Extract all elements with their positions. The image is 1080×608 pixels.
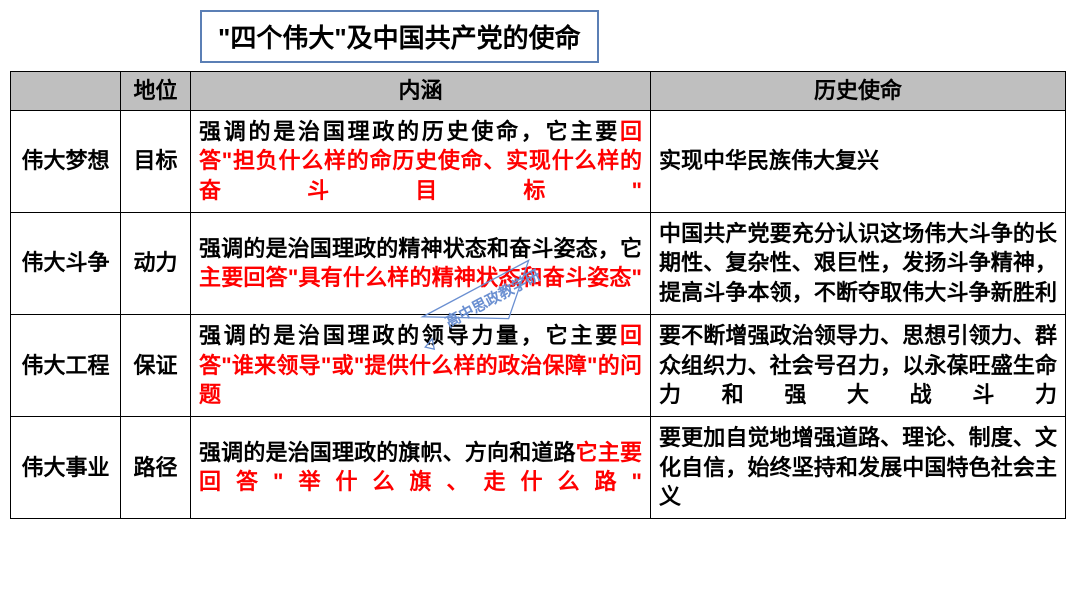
- row-mission: 要更加自觉地增强道路、理论、制度、文化自信，始终坚持和发展中国特色社会主义: [651, 416, 1066, 518]
- row-position: 动力: [121, 212, 191, 314]
- row-name: 伟大工程: [11, 314, 121, 416]
- row-content: 强调的是治国理政的旗帜、方向和道路它主要回答"举什么旗、走什么路": [191, 416, 651, 518]
- content-black: 强调的是治国理政的旗帜、方向和道路: [199, 440, 576, 465]
- row-name: 伟大事业: [11, 416, 121, 518]
- content-table: 地位 内涵 历史使命 伟大梦想 目标 强调的是治国理政的历史使命，它主要回答"担…: [10, 71, 1066, 519]
- header-position: 地位: [121, 72, 191, 111]
- header-empty: [11, 72, 121, 111]
- row-name: 伟大梦想: [11, 110, 121, 212]
- table-row: 伟大工程 保证 强调的是治国理政的领导力量，它主要回答"谁来领导"或"提供什么样…: [11, 314, 1066, 416]
- content-black: 强调的是治国理政的领导力量，它主要: [199, 323, 620, 348]
- row-name: 伟大斗争: [11, 212, 121, 314]
- page-title: "四个伟大"及中国共产党的使命: [200, 10, 599, 63]
- row-position: 路径: [121, 416, 191, 518]
- row-content: 强调的是治国理政的精神状态和奋斗姿态，它主要回答"具有什么样的精神状态和奋斗姿态…: [191, 212, 651, 314]
- content-black: 强调的是治国理政的精神状态和奋斗姿态，它: [199, 236, 642, 261]
- header-content: 内涵: [191, 72, 651, 111]
- header-row: 地位 内涵 历史使命: [11, 72, 1066, 111]
- header-mission: 历史使命: [651, 72, 1066, 111]
- row-content: 强调的是治国理政的历史使命，它主要回答"担负什么样的命历史使命、实现什么样的奋斗…: [191, 110, 651, 212]
- content-red: 主要回答"具有什么样的精神状态和奋斗姿态": [199, 265, 642, 290]
- table-row: 伟大斗争 动力 强调的是治国理政的精神状态和奋斗姿态，它主要回答"具有什么样的精…: [11, 212, 1066, 314]
- row-mission: 要不断增强政治领导力、思想引领力、群众组织力、社会号召力，以永葆旺盛生命力和强大…: [651, 314, 1066, 416]
- row-position: 目标: [121, 110, 191, 212]
- table-row: 伟大梦想 目标 强调的是治国理政的历史使命，它主要回答"担负什么样的命历史使命、…: [11, 110, 1066, 212]
- row-position: 保证: [121, 314, 191, 416]
- content-black: 强调的是治国理政的历史使命，它主要: [199, 119, 620, 144]
- row-content: 强调的是治国理政的领导力量，它主要回答"谁来领导"或"提供什么样的政治保障"的问…: [191, 314, 651, 416]
- row-mission: 实现中华民族伟大复兴: [651, 110, 1066, 212]
- table-row: 伟大事业 路径 强调的是治国理政的旗帜、方向和道路它主要回答"举什么旗、走什么路…: [11, 416, 1066, 518]
- row-mission: 中国共产党要充分认识这场伟大斗争的长期性、复杂性、艰巨性，发扬斗争精神，提高斗争…: [651, 212, 1066, 314]
